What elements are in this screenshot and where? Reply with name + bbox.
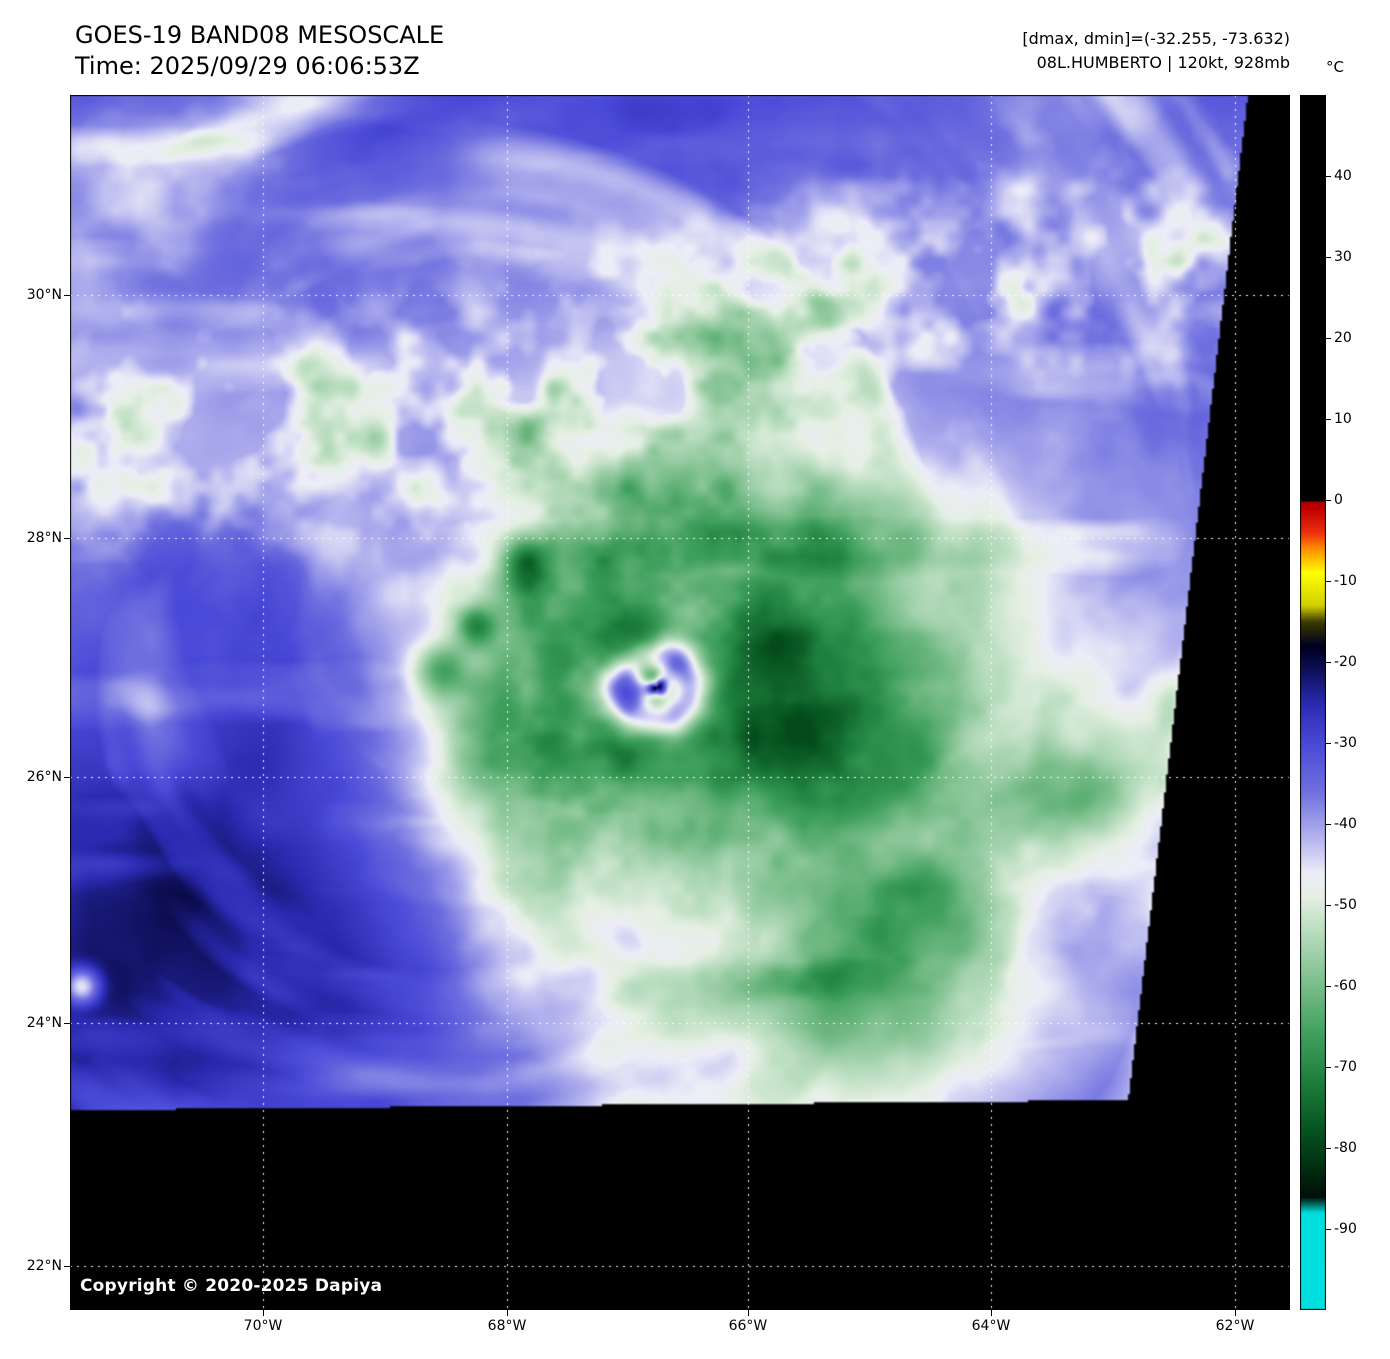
product-title: GOES-19 BAND08 MESOSCALE — [75, 21, 445, 49]
colorbar-tick-label: -60 — [1334, 978, 1357, 994]
lon-tick-mark — [1234, 1310, 1236, 1316]
lon-tick-label: 66°W — [728, 1318, 768, 1334]
lon-tick-mark — [507, 1310, 508, 1316]
colorbar-tick-mark — [1326, 257, 1331, 258]
colorbar-tick-label: 10 — [1334, 411, 1352, 427]
colorbar-tick-label: -90 — [1334, 1221, 1357, 1237]
satellite-image — [70, 95, 1290, 1310]
colorbar-tick-mark — [1326, 1229, 1331, 1230]
lat-tick-label: 24°N — [26, 1015, 62, 1032]
header-left: GOES-19 BAND08 MESOSCALE Time: 2025/09/2… — [75, 20, 444, 82]
colorbar-tick-mark — [1326, 905, 1331, 906]
lat-tick-label: 22°N — [26, 1258, 62, 1275]
storm-readout: 08L.HUMBERTO | 120kt, 928mb — [1036, 53, 1290, 72]
colorbar-tick-label: -20 — [1334, 654, 1357, 670]
lon-tick-label: 64°W — [971, 1318, 1011, 1334]
colorbar-tick-mark — [1326, 743, 1331, 744]
colorbar-tick-label: 20 — [1334, 330, 1352, 346]
colorbar-tick-mark — [1326, 338, 1331, 339]
colorbar-tick-label: -80 — [1334, 1140, 1357, 1156]
colorbar-tick-mark — [1326, 1067, 1331, 1068]
colorbar-tick-mark — [1326, 986, 1331, 987]
colorbar-tick-label: 30 — [1334, 249, 1352, 265]
timestamp: Time: 2025/09/29 06:06:53Z — [75, 52, 420, 80]
lon-tick-label: 70°W — [243, 1318, 283, 1334]
colorbar-tick-label: -30 — [1334, 735, 1357, 751]
lat-tick-label: 26°N — [26, 768, 62, 785]
colorbar-tick-label: 40 — [1334, 168, 1352, 184]
colorbar-tick-mark — [1326, 824, 1331, 825]
colorbar — [1300, 95, 1326, 1310]
colorbar-tick-mark — [1326, 419, 1331, 420]
copyright: Copyright © 2020-2025 Dapiya — [80, 1276, 383, 1296]
colorbar-tick-mark — [1326, 662, 1331, 663]
colorbar-tick-label: -70 — [1334, 1059, 1357, 1075]
lon-tick-mark — [990, 1310, 992, 1316]
dmax-dmin-readout: [dmax, dmin]=(-32.255, -73.632) — [1022, 29, 1290, 48]
lon-tick-mark — [747, 1310, 749, 1316]
lon-tick-label: 68°W — [487, 1318, 527, 1334]
colorbar-tick-mark — [1326, 176, 1331, 177]
lon-tick-label: 62°W — [1215, 1318, 1255, 1334]
header-right: [dmax, dmin]=(-32.255, -73.632) 08L.HUMB… — [1022, 27, 1290, 75]
colorbar-tick-label: -40 — [1334, 816, 1357, 832]
lat-tick-label: 30°N — [26, 286, 62, 303]
lon-tick-mark — [263, 1310, 264, 1316]
colorbar-tick-label: -50 — [1334, 897, 1357, 913]
colorbar-tick-mark — [1326, 500, 1331, 501]
colorbar-tick-mark — [1326, 581, 1331, 582]
colorbar-unit-label: °C — [1326, 58, 1344, 76]
lat-tick-label: 28°N — [26, 529, 62, 546]
map-plot: Copyright © 2020-2025 Dapiya — [70, 95, 1290, 1310]
colorbar-tick-label: 0 — [1334, 492, 1343, 508]
colorbar-tick-label: -10 — [1334, 573, 1357, 589]
colorbar-tick-mark — [1326, 1148, 1331, 1149]
